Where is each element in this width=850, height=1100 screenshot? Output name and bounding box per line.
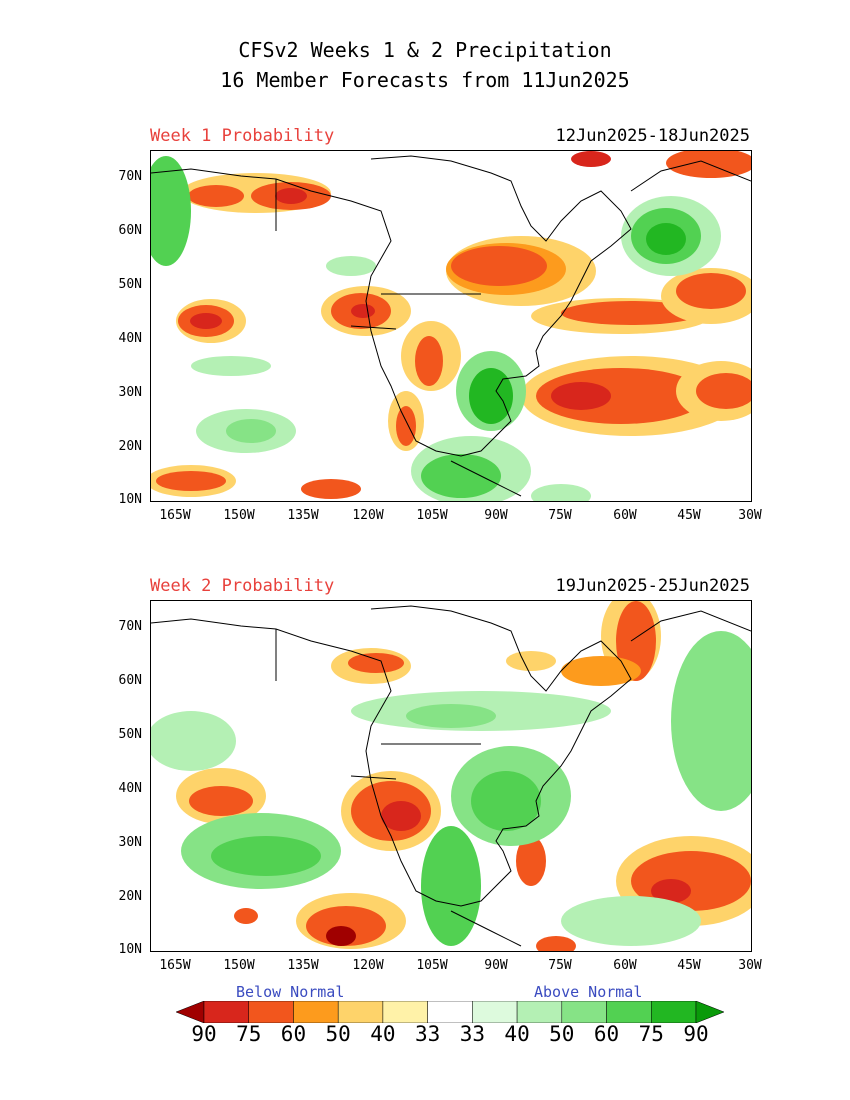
panel1-week-label: Week 1 Probability bbox=[150, 126, 335, 146]
panel2-lat-50n: 50N bbox=[118, 727, 142, 742]
week2-below-normal-areas bbox=[176, 601, 751, 951]
panel1-lat-20n: 20N bbox=[118, 439, 142, 454]
panel1-lon-75w: 75W bbox=[548, 508, 572, 523]
colorbar-swatch-7 bbox=[472, 1001, 518, 1023]
week1-coastlines bbox=[151, 155, 751, 497]
week1-probability-map bbox=[150, 150, 752, 502]
week2-probability-map bbox=[150, 600, 752, 952]
colorbar-tick-label: 50 bbox=[549, 1022, 575, 1046]
colorbar-swatch-11 bbox=[651, 1001, 697, 1023]
colorbar-swatch-9 bbox=[561, 1001, 607, 1023]
colorbar-swatch-8 bbox=[516, 1001, 563, 1023]
panel1-lat-50n: 50N bbox=[118, 277, 142, 292]
panel2-lon-60w: 60W bbox=[613, 958, 637, 973]
colorbar-swatch-2 bbox=[248, 1001, 294, 1023]
panel2-lon-75w: 75W bbox=[548, 958, 572, 973]
colorbar-swatch-5 bbox=[382, 1001, 428, 1023]
figure-subtitle: 16 Member Forecasts from 11Jun2025 bbox=[220, 68, 630, 92]
panel2-lon-105w: 105W bbox=[416, 958, 448, 973]
panel1-lon-105w: 105W bbox=[416, 508, 448, 523]
panel2-lat-40n: 40N bbox=[118, 781, 142, 796]
panel1-lat-60n: 60N bbox=[118, 223, 142, 238]
colorbar-tick-label: 33 bbox=[459, 1022, 485, 1046]
panel2-lon-90w: 90W bbox=[484, 958, 508, 973]
panel1-lat-10n: 10N bbox=[118, 492, 142, 507]
colorbar-tick-label: 60 bbox=[280, 1022, 307, 1046]
week2-above-normal-areas bbox=[151, 631, 751, 946]
panel1-lon-30w: 30W bbox=[738, 508, 762, 523]
colorbar-swatch-4 bbox=[337, 1001, 384, 1023]
figure-title: CFSv2 Weeks 1 & 2 Precipitation bbox=[238, 38, 612, 62]
colorbar-below-normal-label: Below Normal bbox=[236, 983, 345, 1001]
panel1-date-range: 12Jun2025-18Jun2025 bbox=[555, 126, 750, 146]
panel2-lat-70n: 70N bbox=[118, 619, 142, 634]
panel2-lat-30n: 30N bbox=[118, 835, 142, 850]
panel2-lon-150w: 150W bbox=[223, 958, 255, 973]
week1-above-normal-areas bbox=[151, 156, 721, 501]
colorbar-tick-label: 90 bbox=[191, 1022, 217, 1046]
panel1-lon-60w: 60W bbox=[613, 508, 637, 523]
panel2-lat-10n: 10N bbox=[118, 942, 142, 957]
panel1-lon-120w: 120W bbox=[352, 508, 384, 523]
panel1-lon-90w: 90W bbox=[484, 508, 508, 523]
panel2-lon-120w: 120W bbox=[352, 958, 384, 973]
colorbar-swatch-3 bbox=[293, 1001, 339, 1023]
panel1-lon-150w: 150W bbox=[223, 508, 255, 523]
panel1-lat-70n: 70N bbox=[118, 169, 142, 184]
colorbar-tick-label: 75 bbox=[638, 1022, 664, 1046]
panel2-date-range: 19Jun2025-25Jun2025 bbox=[555, 576, 750, 596]
week2-coastlines bbox=[151, 605, 751, 947]
colorbar-tick-label: 40 bbox=[370, 1022, 396, 1046]
colorbar-swatch-1 bbox=[203, 1001, 249, 1023]
panel2-lon-165w: 165W bbox=[159, 958, 191, 973]
panel2-lon-135w: 135W bbox=[287, 958, 319, 973]
panel1-lon-165w: 165W bbox=[159, 508, 191, 523]
panel1-lon-45w: 45W bbox=[677, 508, 701, 523]
colorbar-tick-label: 90 bbox=[683, 1022, 709, 1046]
colorbar-tick-label: 75 bbox=[236, 1022, 262, 1046]
probability-colorbar bbox=[176, 1001, 724, 1023]
panel1-lon-135w: 135W bbox=[287, 508, 319, 523]
colorbar-swatch-0 bbox=[176, 1001, 205, 1023]
colorbar-tick-label: 40 bbox=[504, 1022, 530, 1046]
colorbar-tick-label: 60 bbox=[593, 1022, 620, 1046]
panel1-lat-40n: 40N bbox=[118, 331, 142, 346]
panel2-lat-20n: 20N bbox=[118, 889, 142, 904]
colorbar-tick-label: 33 bbox=[414, 1022, 441, 1046]
panel1-lat-30n: 30N bbox=[118, 385, 142, 400]
panel2-lon-45w: 45W bbox=[677, 958, 701, 973]
panel2-lat-60n: 60N bbox=[118, 673, 142, 688]
colorbar-tick-label: 50 bbox=[325, 1022, 351, 1046]
panel2-lon-30w: 30W bbox=[738, 958, 762, 973]
colorbar-above-normal-label: Above Normal bbox=[534, 983, 643, 1001]
colorbar-swatch-6 bbox=[427, 1001, 473, 1023]
colorbar-swatch-12 bbox=[695, 1001, 724, 1023]
colorbar-swatch-10 bbox=[606, 1001, 652, 1023]
panel2-week-label: Week 2 Probability bbox=[150, 576, 335, 596]
week1-below-normal-areas bbox=[151, 151, 751, 499]
